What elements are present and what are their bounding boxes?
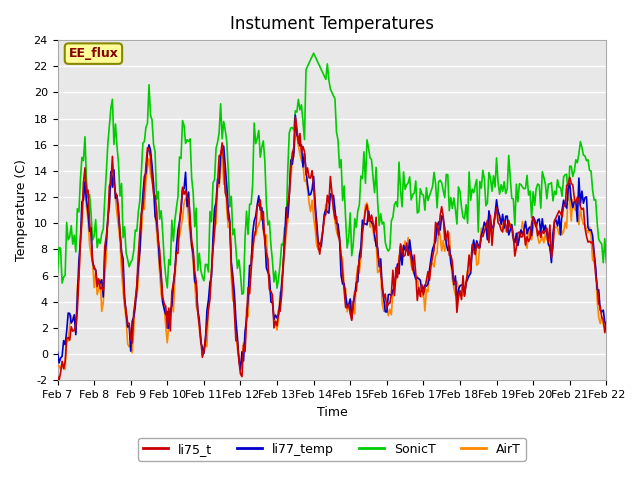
AirT — [538, 234, 546, 240]
li75_t — [70, 327, 78, 333]
AirT — [388, 312, 396, 318]
AirT — [602, 320, 610, 326]
AirT — [54, 364, 61, 370]
Line: li75_t: li75_t — [58, 117, 606, 380]
li77_temp — [69, 318, 77, 324]
SonicT — [54, 269, 61, 275]
SonicT — [369, 175, 377, 181]
li75_t — [400, 253, 408, 259]
li75_t — [291, 114, 299, 120]
AirT — [293, 132, 301, 138]
li77_temp — [237, 367, 244, 372]
li75_t — [157, 270, 165, 276]
li77_temp — [369, 221, 377, 227]
Line: li77_temp: li77_temp — [58, 115, 606, 370]
li75_t — [388, 291, 396, 297]
X-axis label: Time: Time — [317, 406, 348, 419]
li75_t — [538, 228, 546, 234]
li77_temp — [156, 261, 163, 266]
Text: EE_flux: EE_flux — [68, 47, 118, 60]
li77_temp — [54, 349, 61, 355]
li77_temp — [602, 322, 610, 328]
Line: AirT: AirT — [58, 135, 606, 370]
li75_t — [55, 377, 63, 383]
SonicT — [538, 169, 546, 175]
SonicT — [602, 260, 610, 265]
li77_temp — [538, 216, 546, 222]
AirT — [369, 228, 377, 234]
AirT — [70, 314, 78, 320]
SonicT — [69, 241, 77, 247]
li77_temp — [291, 112, 299, 118]
SonicT — [156, 216, 163, 222]
li77_temp — [388, 293, 396, 299]
li75_t — [369, 220, 377, 226]
AirT — [400, 247, 408, 252]
Legend: li75_t, li77_temp, SonicT, AirT: li75_t, li77_temp, SonicT, AirT — [138, 438, 525, 461]
SonicT — [310, 50, 317, 56]
li77_temp — [400, 242, 408, 248]
AirT — [61, 367, 69, 372]
li75_t — [602, 321, 610, 327]
SonicT — [400, 169, 408, 175]
li75_t — [54, 373, 61, 379]
SonicT — [388, 218, 396, 224]
AirT — [157, 291, 165, 297]
Line: SonicT: SonicT — [58, 53, 606, 294]
Y-axis label: Temperature (C): Temperature (C) — [15, 159, 28, 261]
Title: Instument Temperatures: Instument Temperatures — [230, 15, 434, 33]
SonicT — [238, 291, 246, 297]
